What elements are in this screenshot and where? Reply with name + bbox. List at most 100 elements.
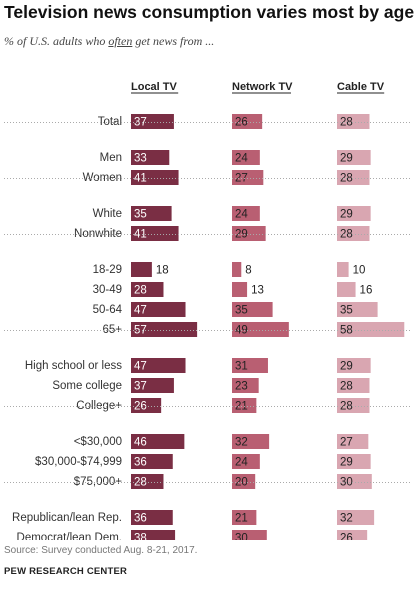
data-label: 23 [235,381,248,393]
bar [232,114,263,129]
data-label: 29 [340,457,353,469]
bar [337,434,369,449]
chart-subtitle: % of U.S. adults who often get news from… [4,34,214,49]
data-label: 18 [156,265,169,277]
bar [131,434,185,449]
bar [131,358,186,373]
data-label: 35 [340,305,353,317]
bar [337,262,349,277]
category-label: 50-64 [93,304,123,316]
category-label: College+ [76,400,122,412]
bar [131,474,164,489]
bar [232,262,242,277]
data-label: 41 [134,229,147,241]
category-label: Democrat/lean Dem. [17,532,122,540]
bar [337,530,368,540]
bar [232,302,273,317]
column-header: Network TV [232,81,293,93]
bar [337,322,405,337]
data-label: 29 [340,153,353,165]
category-label: 18-29 [93,264,122,276]
bar [131,282,164,297]
bar [131,262,152,277]
bar [131,170,179,185]
bar [232,474,256,489]
data-label: 24 [235,457,248,469]
data-label: 28 [134,285,147,297]
data-label: 31 [235,361,248,373]
data-label: 29 [340,209,353,221]
category-label: Women [83,172,122,184]
bar [337,454,371,469]
bar [232,206,260,221]
bar [337,206,371,221]
bar [232,510,257,525]
data-label: 37 [134,381,147,393]
bar [131,206,172,221]
data-label: 41 [134,173,147,185]
data-label: 57 [134,325,147,337]
data-label: 28 [134,477,147,489]
bar [232,358,268,373]
bar [131,378,174,393]
bar [232,434,270,449]
data-label: 8 [245,265,251,277]
data-label: 13 [251,285,264,297]
data-label: 47 [134,305,147,317]
data-label: 28 [340,381,353,393]
bar [131,510,173,525]
column-header: Local TV [131,81,178,93]
bar [131,114,174,129]
bar [337,302,378,317]
data-label: 38 [134,533,147,541]
category-label: Nonwhite [74,228,122,240]
category-label: <$30,000 [74,436,122,448]
bar [232,378,259,393]
bar [337,378,370,393]
bar [337,474,372,489]
organization-credit: PEW RESEARCH CENTER [4,566,128,577]
data-label: 27 [340,437,353,449]
data-label: 10 [353,265,366,277]
data-label: 29 [340,361,353,373]
bar [337,114,370,129]
bar [232,398,257,413]
bar [131,398,162,413]
bar [131,302,186,317]
bar [337,398,370,413]
data-label: 30 [235,533,248,541]
data-label: 47 [134,361,147,373]
subtitle-text-after: get news from ... [132,34,215,48]
category-label: White [93,208,122,220]
category-label: $30,000-$74,999 [35,456,122,468]
data-label: 26 [340,533,353,541]
data-label: 24 [235,153,248,165]
bar [131,530,176,540]
data-label: 33 [134,153,147,165]
subtitle-underlined-word: often [108,34,133,48]
bar [337,150,371,165]
data-label: 35 [134,209,147,221]
data-label: 35 [235,305,248,317]
bar [232,530,267,540]
data-label: 46 [134,437,147,449]
bar [131,226,179,241]
bar [232,150,260,165]
category-label: Men [100,152,122,164]
data-label: 21 [235,513,248,525]
data-label: 26 [134,401,147,413]
bar [337,226,370,241]
category-label: Republican/lean Rep. [12,512,122,524]
data-label: 36 [134,513,147,525]
bar [131,150,170,165]
bar [337,170,370,185]
data-label: 32 [235,437,248,449]
bar [232,282,248,297]
bar [131,322,198,337]
bar [232,226,266,241]
data-label: 37 [134,117,147,129]
data-label: 36 [134,457,147,469]
bar [131,454,173,469]
bar [232,170,264,185]
